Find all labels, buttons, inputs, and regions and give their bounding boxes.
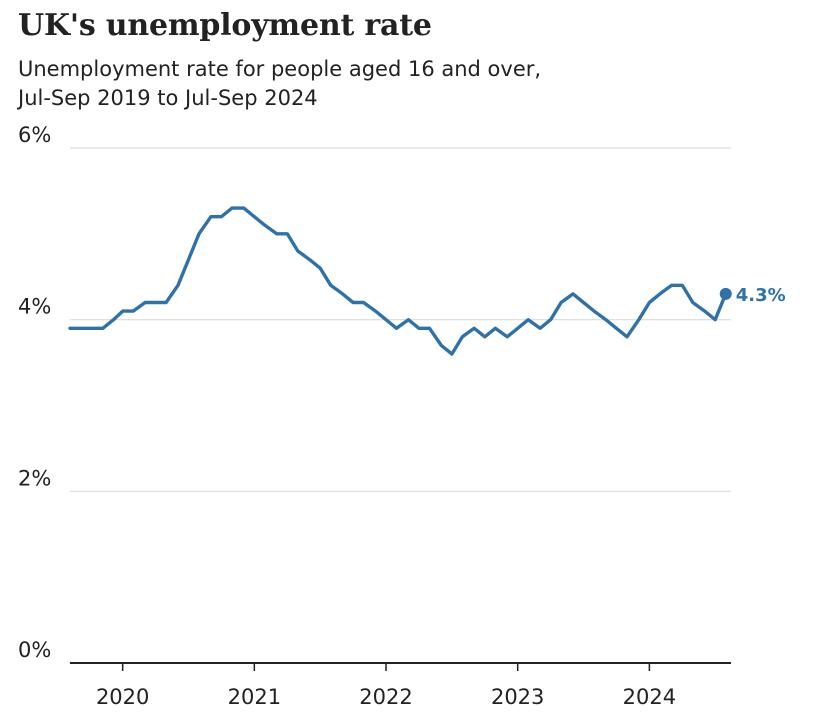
x-tick-label: 2023	[491, 685, 544, 709]
y-tick-label: 4%	[18, 295, 51, 319]
y-axis-tick-labels: 0% 2% 4% 6%	[18, 123, 51, 662]
end-point-marker	[719, 287, 732, 300]
series-line	[68, 206, 728, 356]
y-tick-label: 2%	[18, 466, 51, 490]
gridlines	[70, 147, 731, 492]
series-layer: 4.3%	[68, 206, 786, 356]
x-tick-label: 2024	[623, 685, 676, 709]
x-tick-label: 2021	[228, 685, 281, 709]
x-tick-label: 2022	[359, 685, 412, 709]
x-axis: 2020 2021 2022 2023 2024	[70, 662, 731, 709]
end-value-label: 4.3%	[736, 285, 786, 306]
chart-title: UK's unemployment rate	[18, 8, 432, 43]
x-tick-label: 2020	[96, 685, 149, 709]
chart-subtitle: Unemployment rate for people aged 16 and…	[18, 55, 798, 113]
y-tick-label: 0%	[18, 638, 51, 662]
subtitle-line-2: Jul-Sep 2019 to Jul-Sep 2024	[18, 86, 318, 110]
y-tick-label: 6%	[18, 123, 51, 147]
subtitle-line-1: Unemployment rate for people aged 16 and…	[18, 57, 542, 81]
